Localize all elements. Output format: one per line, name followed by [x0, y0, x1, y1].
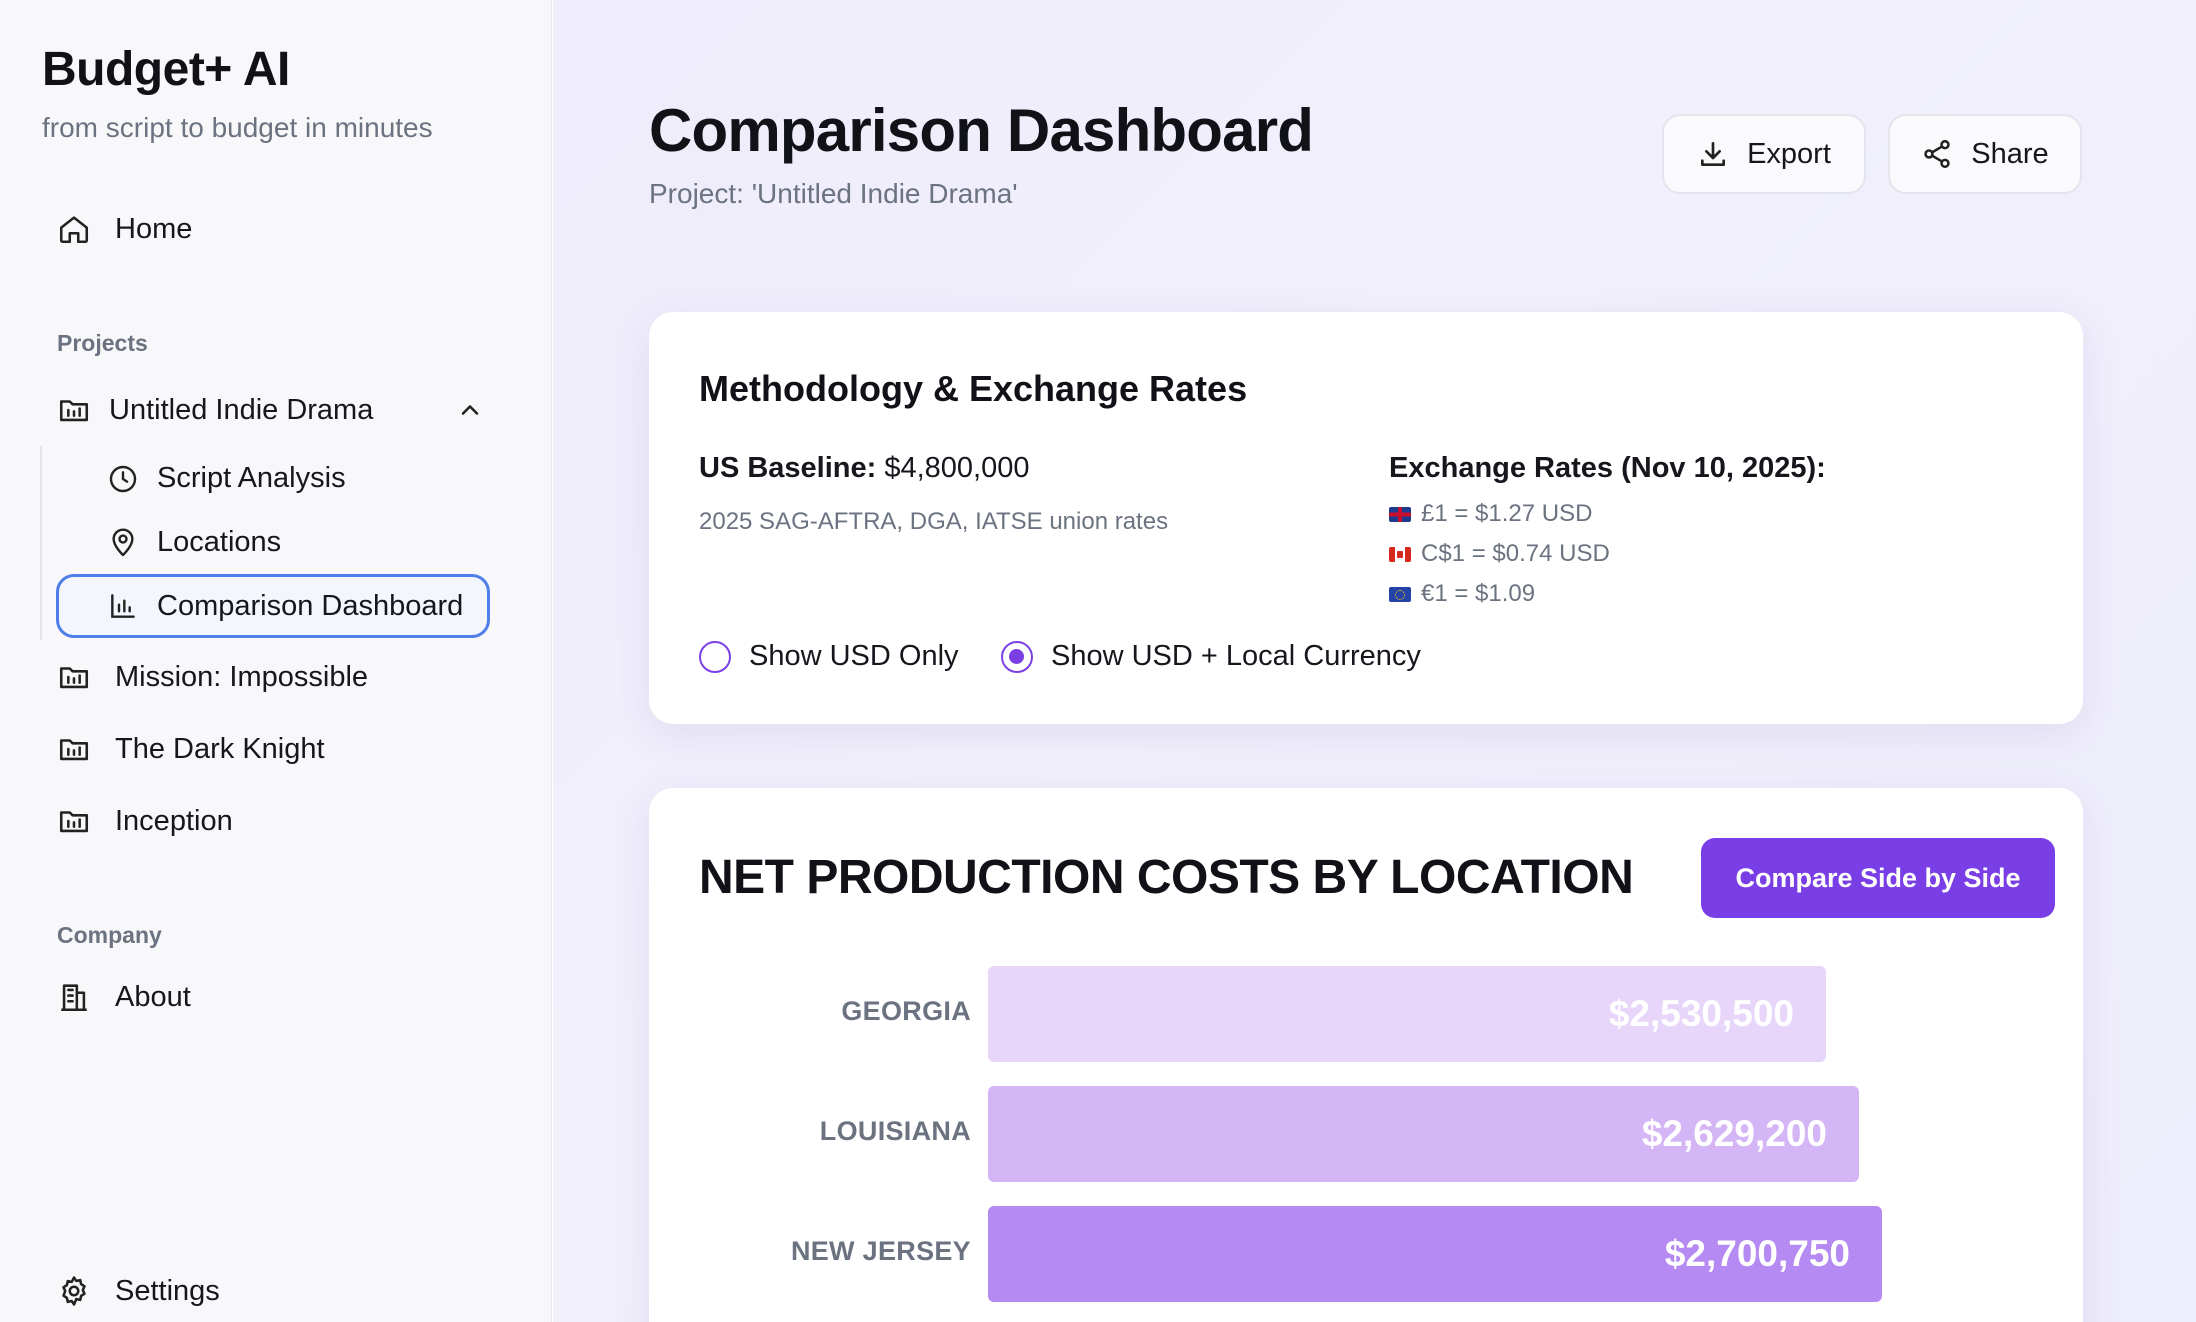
exchange-rate-gbp: £1 = $1.27 USD: [1389, 500, 1592, 528]
tree-guide-line: [40, 446, 42, 640]
sidebar-item-about[interactable]: About: [57, 980, 191, 1014]
brand-subtitle: from script to budget in minutes: [42, 112, 433, 143]
canada-flag-icon: [1389, 546, 1411, 562]
folder-icon: [57, 804, 91, 838]
page-title: Comparison Dashboard: [649, 97, 1314, 164]
bar-value-label: $2,700,750: [1664, 1233, 1850, 1274]
bar-louisiana[interactable]: $2,629,200: [988, 1086, 1859, 1182]
share-label: Share: [1971, 137, 2049, 170]
sidebar-item-settings[interactable]: Settings: [57, 1274, 220, 1308]
baseline-note: 2025 SAG-AFTRA, DGA, IATSE union rates: [699, 508, 1169, 535]
export-label: Export: [1747, 137, 1831, 170]
sidebar-item-label: About: [115, 980, 191, 1013]
uk-flag-icon: [1389, 506, 1411, 522]
sidebar-item-label: Mission: Impossible: [115, 660, 369, 693]
sidebar-project-the-dark-knight[interactable]: The Dark Knight: [57, 732, 325, 766]
us-baseline: US Baseline: $4,800,000: [699, 452, 1030, 485]
sidebar-item-label: Inception: [115, 804, 233, 837]
share-button[interactable]: Share: [1888, 114, 2082, 194]
download-icon: [1697, 138, 1729, 170]
bar-label-new-jersey: NEW JERSEY: [790, 1236, 971, 1266]
sidebar-item-label: Settings: [115, 1274, 220, 1307]
sidebar-item-script-analysis[interactable]: Script Analysis: [107, 462, 346, 495]
baseline-label: US Baseline:: [699, 452, 877, 484]
bar-value-label: $2,629,200: [1641, 1113, 1827, 1154]
sidebar-project-inception[interactable]: Inception: [57, 804, 233, 838]
sidebar-item-label: Untitled Indie Drama: [109, 393, 374, 426]
exchange-rate-eur: €1 = $1.09: [1389, 580, 1535, 608]
clock-icon: [107, 463, 139, 495]
methodology-title: Methodology & Exchange Rates: [699, 368, 1248, 409]
exchange-rate-cad: C$1 = $0.74 USD: [1389, 540, 1610, 568]
radio-label: Show USD + Local Currency: [1051, 640, 1421, 672]
baseline-value: $4,800,000: [884, 452, 1030, 484]
sidebar: Budget+ AI from script to budget in minu…: [0, 0, 552, 1322]
bar-label-georgia: GEORGIA: [841, 996, 971, 1026]
building-icon: [57, 980, 91, 1014]
brand-title: Budget+ AI: [42, 43, 290, 96]
rate-text: C$1 = $0.74 USD: [1421, 540, 1610, 567]
net-costs-card: NET PRODUCTION COSTS BY LOCATION Compare…: [649, 788, 2083, 1322]
main-content: Comparison Dashboard Project: 'Untitled …: [553, 0, 2196, 1322]
gear-icon: [57, 1274, 91, 1308]
bar-label-louisiana: LOUISIANA: [819, 1116, 971, 1146]
methodology-card: Methodology & Exchange Rates US Baseline…: [649, 312, 2083, 724]
radio-button[interactable]: [1001, 640, 1033, 673]
compare-side-by-side-button[interactable]: Compare Side by Side: [1701, 838, 2055, 918]
exchange-rates-title: Exchange Rates (Nov 10, 2025):: [1389, 452, 1826, 484]
map-pin-icon: [107, 527, 139, 559]
radio-show-usd-only[interactable]: Show USD Only: [699, 640, 959, 673]
sidebar-item-label: Home: [115, 212, 193, 245]
home-icon: [57, 212, 91, 246]
folder-icon: [57, 660, 91, 694]
bar-new-jersey[interactable]: $2,700,750: [988, 1206, 1882, 1302]
folder-icon: [57, 732, 91, 766]
sidebar-item-home[interactable]: Home: [57, 212, 192, 246]
costs-chart-title: NET PRODUCTION COSTS BY LOCATION: [699, 851, 1634, 904]
radio-button[interactable]: [699, 640, 731, 673]
sidebar-item-comparison-dashboard[interactable]: Comparison Dashboard: [56, 574, 490, 638]
sidebar-item-label: Comparison Dashboard: [157, 589, 464, 622]
export-button[interactable]: Export: [1662, 114, 1866, 194]
bar-value-label: $2,530,500: [1608, 993, 1794, 1034]
sidebar-item-label: The Dark Knight: [115, 732, 325, 765]
company-section-label: Company: [57, 922, 162, 948]
radio-label: Show USD Only: [749, 640, 959, 672]
page-subtitle: Project: 'Untitled Indie Drama': [649, 178, 1018, 209]
folder-icon: [57, 393, 91, 427]
rate-text: £1 = $1.27 USD: [1421, 500, 1593, 527]
rate-text: €1 = $1.09: [1421, 580, 1536, 607]
sidebar-item-label: Script Analysis: [157, 462, 346, 494]
eu-flag-icon: [1389, 586, 1411, 602]
sidebar-project-mission-impossible[interactable]: Mission: Impossible: [57, 660, 368, 694]
bar-chart-icon: [107, 590, 139, 622]
share-icon: [1921, 138, 1953, 170]
sidebar-project-untitled-indie-drama[interactable]: Untitled Indie Drama: [57, 393, 373, 427]
radio-show-usd-local[interactable]: Show USD + Local Currency: [1001, 640, 1421, 673]
bar-georgia[interactable]: $2,530,500: [988, 966, 1826, 1062]
projects-section-label: Projects: [57, 330, 148, 356]
chevron-up-icon[interactable]: [456, 396, 484, 424]
sidebar-item-label: Locations: [157, 526, 282, 558]
sidebar-item-locations[interactable]: Locations: [107, 526, 281, 559]
